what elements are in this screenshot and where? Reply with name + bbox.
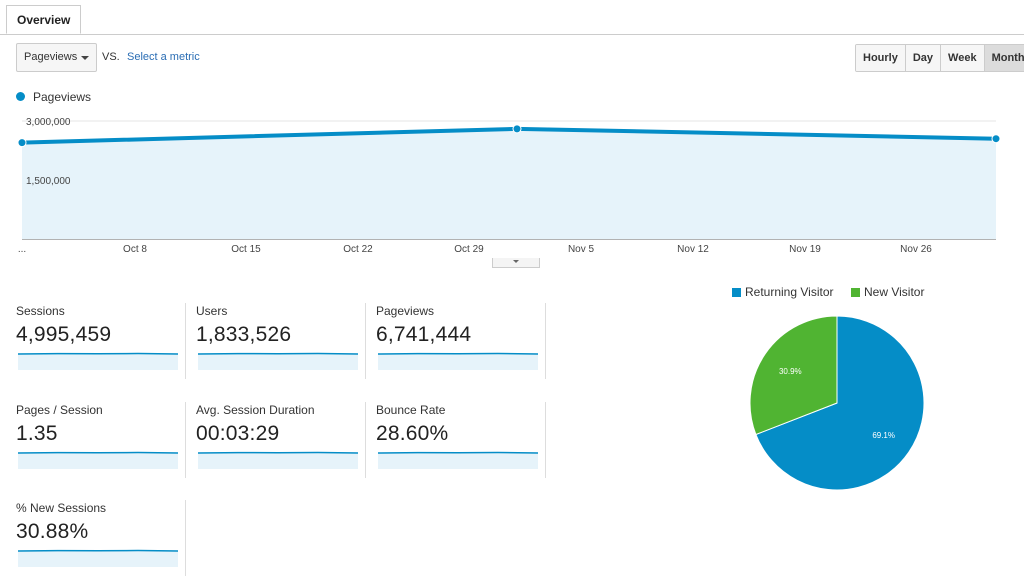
metric-value: 30.88% [16,520,89,543]
tab-overview[interactable]: Overview [6,5,82,34]
pageviews-area [22,128,996,239]
chart-expander-tab[interactable] [492,258,540,268]
sparkline-line [18,549,178,552]
chevron-down-icon [81,56,89,60]
week-button[interactable]: Week [940,45,984,71]
tile-divider [365,303,366,379]
metric-label: % New Sessions [16,501,107,515]
x-tick-label: Oct 22 [343,244,373,255]
pie-chart: 69.1% 30.9% [749,315,925,491]
x-tick-label: Oct 8 [123,244,147,255]
month-button[interactable]: Month [983,45,1024,71]
x-tick-label: Nov 26 [900,244,932,255]
legend-returning-visitor[interactable]: Returning Visitor [745,285,834,299]
metric-label: Sessions [16,304,65,318]
series-legend-label: Pageviews [33,90,92,104]
chevron-down-icon [513,260,519,263]
metric-value: 1,833,526 [196,323,292,346]
pie-slice-label: 69.1% [872,431,895,440]
sparkline-area [378,354,538,370]
day-button[interactable]: Day [904,45,941,71]
legend-new-visitor[interactable]: New Visitor [864,285,925,299]
tile-divider [545,402,546,478]
x-tick-label: Oct 29 [454,244,484,255]
pie-slice-new-visitor[interactable] [749,315,838,436]
hourly-button[interactable]: Hourly [856,45,905,71]
tile-divider [185,500,186,576]
vs-label: VS. [102,51,120,63]
sparkline-line [378,451,538,454]
sparkline [198,352,358,370]
data-point[interactable] [512,124,522,134]
metric-tile-users[interactable]: Users 1,833,526 [196,304,358,370]
x-tick-label: Oct 15 [231,244,261,255]
x-tick-label: ... [18,244,26,255]
sparkline-area [198,354,358,370]
metric-tile-sessions[interactable]: Sessions 4,995,459 [16,304,178,370]
metric-label: Pages / Session [16,403,103,417]
sparkline-line [198,451,358,454]
metric-tile-pages-per-session[interactable]: Pages / Session 1.35 [16,403,178,469]
metric-tile-bounce-rate[interactable]: Bounce Rate 28.60% [376,403,538,469]
metric-dropdown[interactable]: Pageviews [16,43,97,72]
sparkline-area [18,453,178,469]
data-point[interactable] [17,138,27,148]
sparkline [378,352,538,370]
sparkline-line [18,352,178,355]
tile-divider [365,402,366,478]
tile-divider [545,303,546,379]
granularity-toggle: Hourly Day Week Month [855,44,1024,72]
metric-label: Avg. Session Duration [196,403,315,417]
y-tick-label: 1,500,000 [26,176,71,187]
metric-tile-new-sessions[interactable]: % New Sessions 30.88% [16,501,178,567]
pie-slice-label: 30.9% [779,367,802,376]
sparkline [378,451,538,469]
returning-visitor-swatch [732,288,741,297]
metric-label: Pageviews [376,304,435,318]
new-visitor-swatch [851,288,860,297]
tab-bar [0,0,1024,35]
metric-value: 28.60% [376,422,449,445]
sparkline-line [18,451,178,454]
metric-value: 6,741,444 [376,323,472,346]
y-tick-label: 3,000,000 [26,117,71,128]
sparkline-line [378,352,538,355]
sparkline [18,549,178,567]
sparkline [18,451,178,469]
tile-divider [185,303,186,379]
tile-divider [185,402,186,478]
metric-label: Users [196,304,228,318]
sparkline-area [198,453,358,469]
sparkline-area [18,551,178,567]
metric-tile-avg-session-duration[interactable]: Avg. Session Duration 00:03:29 [196,403,358,469]
metric-dropdown-label: Pageviews [24,51,78,63]
metric-label: Bounce Rate [376,403,446,417]
sparkline-line [198,352,358,355]
line-chart: 3,000,000 1,500,000 ... Oct 8 Oct 15 Oct 22 O… [17,117,1001,255]
series-legend-dot [16,92,25,101]
sparkline [198,451,358,469]
metric-tile-pageviews[interactable]: Pageviews 6,741,444 [376,304,538,370]
select-metric-link[interactable]: Select a metric [127,51,200,63]
x-tick-label: Nov 12 [677,244,709,255]
metric-value: 00:03:29 [196,422,280,445]
sparkline-area [378,453,538,469]
sparkline [18,352,178,370]
sparkline-area [18,354,178,370]
pie-slice-returning-visitor[interactable] [755,315,925,491]
metric-value: 1.35 [16,422,58,445]
metric-value: 4,995,459 [16,323,112,346]
data-point[interactable] [991,134,1001,144]
x-tick-label: Nov 5 [568,244,595,255]
x-tick-label: Nov 19 [789,244,821,255]
